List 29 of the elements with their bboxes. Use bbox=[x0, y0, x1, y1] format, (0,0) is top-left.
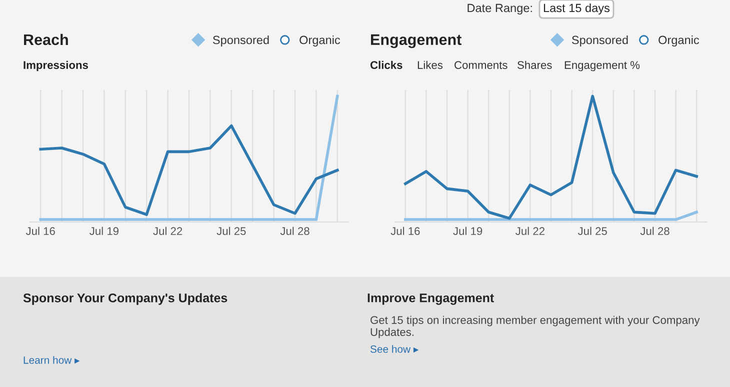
legend-label: Organic bbox=[658, 36, 700, 46]
legend-label: Sponsored bbox=[212, 36, 269, 46]
x-tick-label: Jul 16 bbox=[390, 226, 420, 236]
x-tick-label: Jul 19 bbox=[90, 226, 118, 236]
text: Get 15 tips on increasing member engagement with your Company Updates. bbox=[370, 316, 700, 338]
text: Learn how ▸ bbox=[24, 356, 80, 364]
text: See how ▸ bbox=[370, 345, 419, 353]
text: Last 15 days bbox=[544, 4, 610, 14]
chart-title: Reach bbox=[24, 34, 68, 46]
x-tick-label: Jul 22 bbox=[153, 226, 182, 236]
text: Date Range: bbox=[468, 4, 532, 14]
x-tick-label: Jul 19 bbox=[453, 226, 482, 236]
x-tick-label: Jul 25 bbox=[216, 226, 246, 236]
text: Engagement % bbox=[564, 61, 640, 72]
chart-title: Engagement bbox=[371, 34, 462, 48]
x-tick-label: Jul 22 bbox=[516, 226, 544, 236]
legend-label: Organic bbox=[300, 36, 340, 46]
chart-subtitle: Clicks bbox=[370, 60, 402, 69]
text: Sponsor Your Company's Updates bbox=[23, 293, 228, 305]
text: Improve Engagement bbox=[368, 294, 494, 305]
text: Shares bbox=[518, 60, 552, 69]
x-tick-label: Jul 25 bbox=[578, 226, 607, 236]
x-tick-label: Jul 28 bbox=[280, 226, 310, 236]
text: Comments bbox=[454, 61, 508, 69]
legend-label: Sponsored bbox=[572, 36, 628, 46]
text: Likes bbox=[418, 60, 443, 69]
chart-subtitle: Impressions bbox=[24, 60, 88, 72]
x-tick-label: Jul 28 bbox=[640, 226, 670, 236]
x-tick-label: Jul 16 bbox=[26, 226, 55, 236]
